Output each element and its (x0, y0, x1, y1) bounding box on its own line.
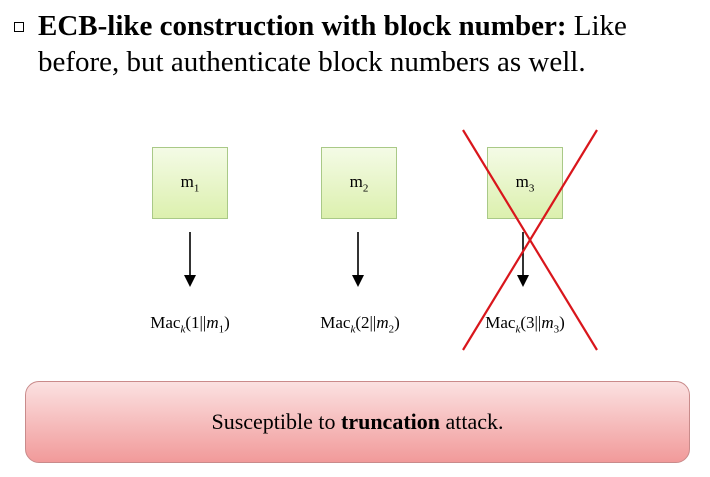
block-label-1: m1 (180, 171, 200, 195)
block-label-3: m3 (515, 171, 535, 195)
mac-label-3: Mack(3||m3) (485, 313, 565, 336)
heading-text: ECB-like construction with block number:… (38, 8, 698, 80)
square-bullet-icon (14, 22, 24, 32)
banner-text: Susceptible to truncation attack. (211, 409, 504, 434)
arrow-down-icon (184, 232, 196, 287)
message-block-1: m1 (152, 147, 228, 219)
heading-bold: ECB-like construction with block number: (38, 10, 567, 42)
red-cross-icon (462, 129, 598, 351)
heading-rest: Like before, but authenticate block numb… (38, 10, 627, 78)
arrow-down-icon (517, 232, 529, 287)
truncation-banner: Susceptible to truncation attack. (25, 381, 690, 463)
mac-label-2: Mack(2||m2) (320, 313, 400, 336)
arrow-down-icon (352, 232, 364, 287)
mac-label-1: Mack(1||m1) (150, 313, 230, 336)
block-label-2: m2 (349, 171, 369, 195)
message-block-2: m2 (321, 147, 397, 219)
message-block-3: m3 (487, 147, 563, 219)
